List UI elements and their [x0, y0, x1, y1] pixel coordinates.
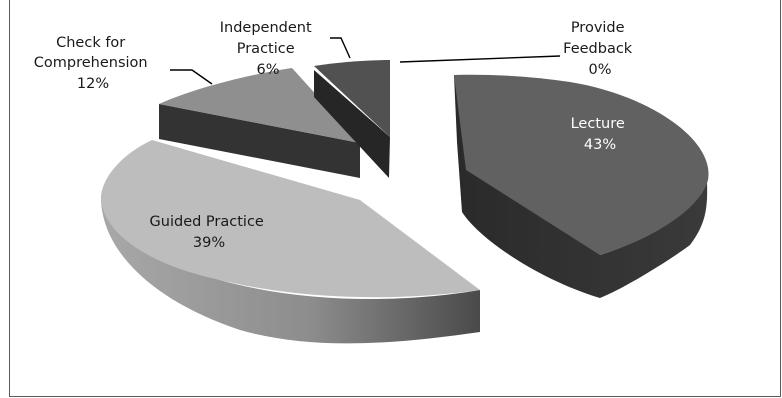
slice-check-comprehension-top	[159, 68, 360, 143]
label-lecture: Lecture 43%	[571, 116, 630, 153]
slice-lecture-side	[454, 75, 708, 298]
slice-lecture-top	[454, 74, 709, 255]
pie-chart: Lecture 43% Guided Practice 39% Check fo…	[34, 20, 709, 344]
slice-independent-practice-top	[314, 60, 390, 137]
slice-independent-practice[interactable]	[314, 60, 390, 178]
label-provide-feedback: Provide Feedback 0%	[563, 20, 637, 78]
leader-line-check-comprehension	[170, 69, 213, 85]
slice-guided-practice-side	[101, 200, 480, 344]
leader-line-independent-practice	[330, 37, 351, 59]
slice-check-comprehension-side	[159, 104, 360, 178]
slice-lecture[interactable]	[454, 74, 709, 298]
slice-guided-practice[interactable]	[100, 140, 480, 344]
label-check-comprehension: Check for Comprehension 12%	[34, 35, 152, 92]
slice-check-comprehension[interactable]	[159, 68, 360, 178]
label-independent-practice: Independent Practice 6%	[220, 20, 317, 78]
slice-independent-practice-side	[314, 70, 390, 178]
slice-guided-practice-top	[100, 140, 480, 298]
label-guided-practice: Guided Practice 39%	[150, 214, 269, 251]
leader-line-provide-feedback	[399, 55, 561, 63]
pie-chart-frame: Lecture 43% Guided Practice 39% Check fo…	[9, 0, 781, 397]
